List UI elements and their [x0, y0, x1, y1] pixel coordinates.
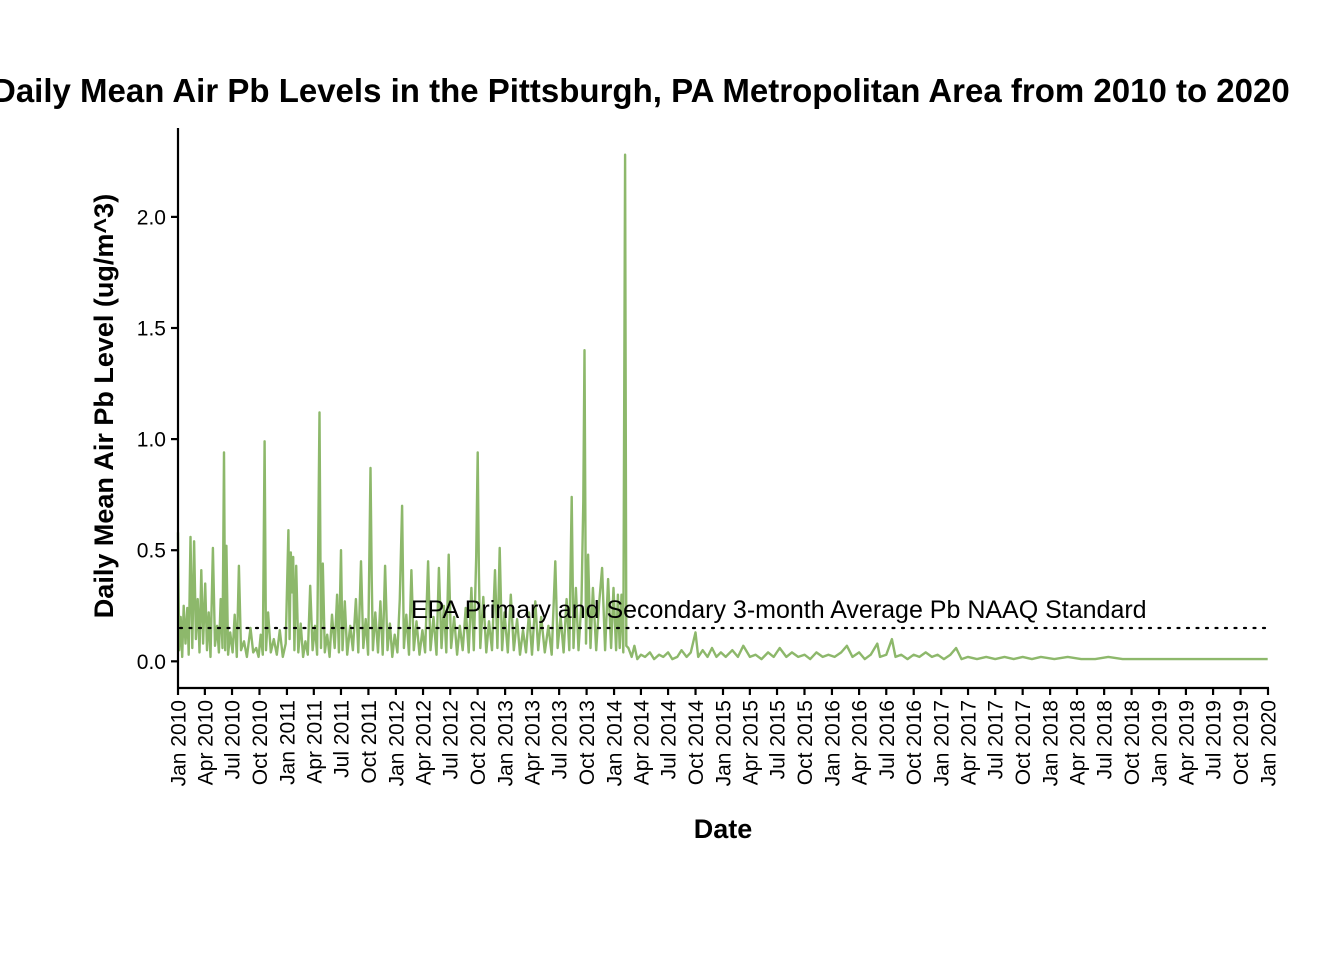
x-tick-label: Jul 2015 [767, 700, 790, 779]
x-tick-label: Jul 2017 [985, 700, 1008, 779]
x-tick-label: Apr 2012 [413, 700, 436, 785]
x-tick-label: Oct 2011 [358, 700, 381, 784]
x-tick-label: Jul 2011 [330, 700, 353, 778]
y-tick-label: 1.5 [137, 318, 166, 341]
x-tick-label: Apr 2014 [630, 700, 653, 786]
x-axis-title: Date [694, 814, 753, 844]
x-tick-label: Apr 2016 [849, 700, 872, 785]
x-tick-label: Jul 2013 [549, 700, 572, 779]
y-tick-label: 1.0 [137, 429, 166, 452]
x-tick-label: Jan 2012 [385, 700, 408, 786]
series-line [176, 153, 1268, 661]
plot-series [176, 153, 1268, 661]
x-tick-label: Oct 2018 [1121, 700, 1144, 785]
y-tick-label: 2.0 [137, 206, 166, 229]
x-tick-label: Jan 2018 [1040, 700, 1063, 786]
x-tick-label: Oct 2014 [685, 700, 708, 786]
x-tick-label: Apr 2010 [194, 700, 217, 785]
y-tick-label: 0.0 [137, 651, 166, 674]
x-tick-label: Jul 2018 [1094, 700, 1117, 779]
axes: 0.0 0.5 1.0 1.5 2.0 Jan 2010 Apr 2010 Jul 2010… [137, 128, 1281, 786]
x-tick-label: Jul 2012 [440, 700, 463, 779]
x-ticks: Jan 2010 Apr 2010 Jul 2010 Oct 2010 Jan 2011… [168, 688, 1281, 786]
x-tick-label: Apr 2011 [303, 700, 326, 784]
x-tick-label: Apr 2018 [1066, 700, 1089, 785]
x-tick-label: Jan 2015 [713, 700, 736, 786]
x-tick-label: Jan 2020 [1258, 700, 1281, 786]
x-tick-label: Oct 2017 [1012, 700, 1035, 785]
x-tick-label: Jul 2014 [658, 700, 681, 780]
x-tick-label: Jan 2017 [931, 700, 954, 786]
x-tick-label: Jan 2013 [495, 700, 518, 786]
x-tick-label: Jan 2014 [604, 700, 627, 787]
x-tick-label: Jan 2016 [821, 700, 844, 786]
x-tick-label: Apr 2015 [739, 700, 762, 785]
y-ticks: 0.0 0.5 1.0 1.5 2.0 [137, 206, 178, 674]
y-axis-title: Daily Mean Air Pb Level (ug/m^3) [89, 194, 119, 618]
reference-label: EPA Primary and Secondary 3-month Averag… [411, 596, 1147, 624]
x-tick-label: Apr 2017 [958, 700, 981, 785]
x-tick-label: Jan 2011 [276, 700, 299, 785]
x-tick-label: Oct 2010 [249, 700, 272, 785]
x-tick-label: Apr 2019 [1175, 700, 1198, 785]
reference-line-group: EPA Primary and Secondary 3-month Averag… [178, 596, 1270, 630]
x-tick-label: Apr 2013 [521, 700, 544, 785]
x-tick-label: Oct 2015 [794, 700, 817, 785]
x-tick-label: Jul 2016 [876, 700, 899, 779]
x-tick-label: Oct 2013 [576, 700, 599, 785]
x-tick-label: Jul 2010 [222, 700, 245, 779]
x-tick-label: Jan 2010 [168, 700, 191, 786]
x-tick-label: Jul 2019 [1203, 700, 1226, 779]
x-tick-label: Oct 2019 [1230, 700, 1253, 785]
x-tick-label: Oct 2016 [903, 700, 926, 785]
x-tick-label: Oct 2012 [467, 700, 490, 785]
chart-title: Daily Mean Air Pb Levels in the Pittsbur… [0, 72, 1290, 109]
reference-label-clip: EPA Primary and Secondary 3-month Averag… [411, 596, 1147, 624]
y-tick-label: 0.5 [137, 540, 166, 563]
x-tick-label: Jan 2019 [1149, 700, 1172, 786]
